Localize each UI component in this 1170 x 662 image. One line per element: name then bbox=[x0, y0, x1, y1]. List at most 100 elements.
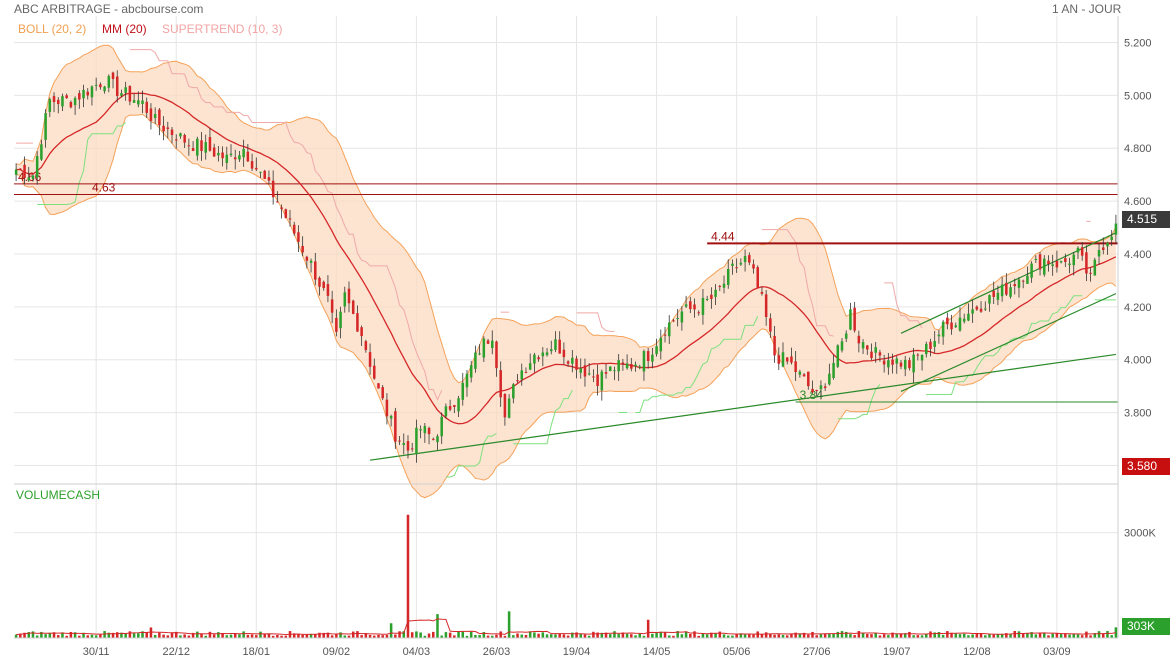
volume-bar bbox=[444, 632, 448, 638]
volume-bar bbox=[545, 634, 549, 638]
chart-period[interactable]: 1 AN - JOUR bbox=[1052, 2, 1122, 16]
legend-supertrend[interactable]: SUPERTREND (10, 3) bbox=[162, 22, 283, 36]
volume-bar bbox=[503, 635, 507, 638]
level-label: 4.63 bbox=[92, 180, 116, 194]
volume-bar bbox=[781, 634, 785, 638]
candle-body bbox=[503, 393, 507, 418]
candle-body bbox=[1064, 258, 1067, 263]
mm20-line bbox=[16, 92, 1117, 425]
trend-line bbox=[900, 293, 1117, 393]
time-tick-label: 30/11 bbox=[83, 646, 110, 658]
volume-bar bbox=[187, 635, 191, 638]
candle-body bbox=[912, 354, 915, 373]
volume-bar bbox=[1034, 634, 1038, 638]
volume-bar bbox=[326, 632, 330, 638]
candle-body bbox=[528, 363, 532, 370]
candle-body bbox=[225, 154, 229, 163]
candle-body bbox=[689, 301, 692, 310]
volume-bar bbox=[528, 631, 532, 638]
candle-body bbox=[613, 370, 616, 372]
candle-body bbox=[1114, 223, 1118, 235]
candle-body bbox=[705, 298, 709, 300]
volume-bar bbox=[103, 631, 106, 638]
volume-bar bbox=[35, 635, 39, 638]
candle-body bbox=[1101, 247, 1105, 250]
candle-body bbox=[971, 309, 974, 314]
candle-body bbox=[1009, 287, 1012, 297]
candle-body bbox=[1097, 250, 1101, 257]
volume-bar bbox=[819, 634, 823, 638]
volume-bar bbox=[40, 631, 43, 638]
candle-body bbox=[1089, 272, 1092, 274]
candle-body bbox=[748, 255, 751, 263]
trend-line bbox=[369, 353, 1116, 461]
volume-bar bbox=[992, 634, 995, 638]
candle-body bbox=[297, 232, 300, 242]
volume-bar bbox=[453, 635, 456, 638]
volume-bar bbox=[90, 634, 94, 638]
volume-bar bbox=[608, 634, 612, 638]
candle-body bbox=[638, 366, 642, 368]
volume-bar bbox=[225, 635, 229, 638]
volume-bar bbox=[174, 631, 178, 638]
candle-body bbox=[444, 406, 448, 417]
candle-body bbox=[377, 383, 380, 389]
volume-bar bbox=[613, 631, 616, 638]
volume-bar bbox=[1038, 632, 1042, 638]
candle-body bbox=[739, 262, 743, 265]
volume-bar bbox=[107, 632, 111, 638]
candle-body bbox=[621, 362, 625, 364]
candle-body bbox=[292, 224, 296, 234]
supertrend-line bbox=[16, 49, 1116, 478]
candle-body bbox=[684, 304, 688, 307]
volume-bar bbox=[908, 631, 911, 638]
low-price-tag: 3.580 bbox=[1122, 458, 1170, 475]
volume-bar bbox=[967, 635, 970, 638]
volume-bar bbox=[255, 635, 258, 638]
candle-body bbox=[132, 100, 136, 103]
legend-mm[interactable]: MM (20) bbox=[102, 22, 147, 36]
volume-bar bbox=[566, 635, 570, 638]
volume-bar bbox=[242, 631, 245, 638]
volume-bar bbox=[179, 635, 182, 638]
time-tick-label: 19/04 bbox=[563, 646, 591, 658]
volume-bar bbox=[710, 632, 713, 638]
volume-bar bbox=[962, 633, 966, 638]
candle-body bbox=[891, 359, 894, 365]
bollinger-fill bbox=[16, 45, 1116, 498]
supertrend-segment bbox=[576, 312, 615, 332]
volume-bar bbox=[941, 634, 945, 638]
legend-volume[interactable]: VOLUMECASH bbox=[16, 488, 101, 502]
candle-body bbox=[469, 365, 473, 378]
volume-bar bbox=[436, 614, 439, 638]
candle-body bbox=[946, 317, 949, 325]
candle-body bbox=[811, 388, 814, 393]
candle-body bbox=[870, 351, 873, 359]
volume-bar bbox=[52, 632, 56, 638]
volume-last-tag: 303K bbox=[1122, 618, 1170, 635]
time-tick-label: 27/06 bbox=[803, 646, 831, 658]
trend-line bbox=[900, 232, 1117, 334]
volume-bar bbox=[811, 631, 814, 638]
legend-boll[interactable]: BOLL (20, 2) bbox=[18, 22, 87, 36]
candle-body bbox=[314, 261, 317, 280]
volume-bar bbox=[1106, 631, 1109, 638]
time-tick-label: 03/09 bbox=[1043, 646, 1071, 658]
volume-bar bbox=[31, 631, 35, 638]
candle-body bbox=[48, 99, 52, 112]
volume-bar bbox=[596, 632, 599, 638]
candle-body bbox=[368, 352, 372, 367]
volume-bar bbox=[276, 634, 279, 638]
volume-bar bbox=[486, 635, 490, 638]
volume-bar bbox=[191, 632, 195, 638]
supertrend-segment bbox=[635, 316, 759, 413]
candle-body bbox=[1005, 282, 1008, 295]
candle-body bbox=[937, 334, 941, 337]
volume-bar bbox=[1097, 631, 1101, 638]
volume-bar bbox=[996, 634, 1000, 638]
volume-bar bbox=[975, 633, 979, 638]
volume-bar bbox=[137, 633, 140, 638]
volume-bar bbox=[474, 635, 477, 638]
candlesticks bbox=[14, 70, 1118, 463]
candle-body bbox=[208, 137, 212, 151]
